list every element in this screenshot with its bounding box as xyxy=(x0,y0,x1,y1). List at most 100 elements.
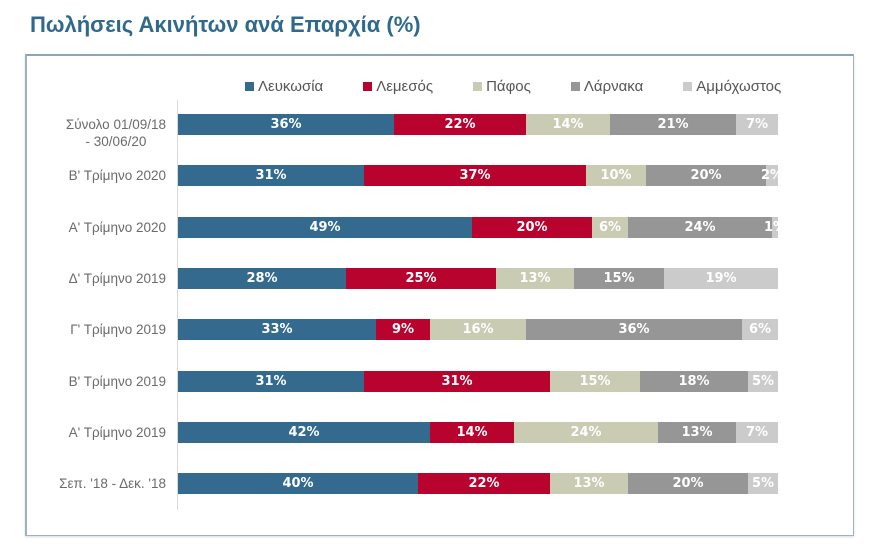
data-label: 20% xyxy=(672,476,704,492)
legend-label: Αμμόχωστος xyxy=(696,77,782,95)
data-label: 5% xyxy=(751,373,775,389)
bar-segment: 24% xyxy=(514,421,658,443)
bar-segment: 13% xyxy=(496,267,574,289)
bar-segment: 13% xyxy=(550,473,628,495)
data-label: 6% xyxy=(748,322,772,338)
category-axis-line xyxy=(177,100,178,510)
category-label: Α' Τρίμηνο 2020 xyxy=(68,219,166,235)
data-label: 6% xyxy=(598,219,622,235)
chart-legend: Λευκωσία Λεμεσός Πάφος Λάρνακα Αμμόχωστος xyxy=(245,76,781,96)
category-label: Α' Τρίμηνο 2019 xyxy=(68,424,166,440)
bar-segment: 31% xyxy=(364,370,550,392)
bar-segment: 24% xyxy=(628,216,772,238)
bar-segment: 19% xyxy=(664,267,778,289)
data-label: 24% xyxy=(684,219,716,235)
data-label: 49% xyxy=(309,219,341,235)
data-label: 21% xyxy=(657,117,689,132)
category-label: Δ' Τρίμηνο 2019 xyxy=(68,270,166,286)
bar-segment: 20% xyxy=(646,165,766,187)
bar-segment: 31% xyxy=(178,370,364,392)
data-label: 22% xyxy=(444,117,476,132)
bar-segment: 5% xyxy=(748,473,778,495)
data-label: 15% xyxy=(603,270,635,286)
data-label: 7% xyxy=(745,424,769,440)
legend-label: Λεμεσός xyxy=(376,77,434,95)
legend-item: Λευκωσία xyxy=(245,76,323,96)
data-label: 5% xyxy=(751,476,775,492)
bar-segment: 49% xyxy=(178,216,472,238)
data-label: 31% xyxy=(255,168,287,184)
data-label: 31% xyxy=(255,373,287,389)
chart-frame xyxy=(25,54,854,536)
data-label: 14% xyxy=(456,424,488,440)
bar-segment: 2% xyxy=(761,165,783,187)
data-label: 7% xyxy=(745,117,769,132)
bar-segment: 7% xyxy=(736,114,778,135)
bar-segment: 36% xyxy=(178,114,394,135)
data-label: 9% xyxy=(391,322,415,338)
bar-segment: 28% xyxy=(178,267,346,289)
bar-segment: 1% xyxy=(764,216,786,238)
category-label: Γ' Τρίμηνο 2019 xyxy=(70,322,166,338)
data-label: 36% xyxy=(270,117,302,132)
bar-segment: 18% xyxy=(640,370,748,392)
category-label: Β' Τρίμηνο 2019 xyxy=(68,373,166,389)
bar-segment: 20% xyxy=(628,473,748,495)
data-label: 22% xyxy=(468,476,500,492)
legend-swatch xyxy=(683,81,693,91)
bar-segment: 22% xyxy=(394,114,526,135)
data-label: 19% xyxy=(705,270,737,286)
data-label: 31% xyxy=(441,373,473,389)
data-label: 10% xyxy=(600,168,632,184)
bar-segment: 20% xyxy=(472,216,592,238)
bar-segment: 7% xyxy=(736,421,778,443)
data-label: 24% xyxy=(570,424,602,440)
bar-segment: 22% xyxy=(418,473,550,495)
bar-segment: 13% xyxy=(658,421,736,443)
legend-item: Αμμόχωστος xyxy=(683,76,781,96)
data-label: 13% xyxy=(681,424,713,440)
bar-segment: 33% xyxy=(178,319,376,341)
bar-segment: 14% xyxy=(430,421,514,443)
data-label: 28% xyxy=(246,270,278,286)
bar-segment: 15% xyxy=(574,267,664,289)
data-label: 14% xyxy=(552,117,584,132)
bar-segment: 25% xyxy=(346,267,496,289)
data-label: 13% xyxy=(573,476,605,492)
page-title: Πωλήσεις Ακινήτων ανά Επαρχία (%) xyxy=(30,12,421,37)
category-label: Β' Τρίμηνο 2020 xyxy=(68,168,166,184)
bar-segment: 42% xyxy=(178,421,430,443)
bar-segment: 6% xyxy=(592,216,628,238)
legend-item: Λάρνακα xyxy=(570,76,644,96)
bar-segment: 31% xyxy=(178,165,364,187)
bar-segment: 6% xyxy=(742,319,778,341)
data-label: 42% xyxy=(288,424,320,440)
legend-swatch xyxy=(363,81,373,91)
data-label: 16% xyxy=(462,322,494,338)
data-label: 36% xyxy=(618,322,650,338)
category-label: Σεπ. '18 - Δεκ. '18 xyxy=(59,476,166,492)
legend-swatch xyxy=(570,81,580,91)
bar-segment: 40% xyxy=(178,473,418,495)
category-label: Σύνολο 01/09/18 - 30/06/20 xyxy=(65,116,166,149)
legend-label: Λάρνακα xyxy=(583,77,644,95)
data-label: 1% xyxy=(763,219,787,235)
bar-segment: 10% xyxy=(586,165,646,187)
legend-item: Λεμεσός xyxy=(363,76,433,96)
bar-segment: 36% xyxy=(526,319,742,341)
legend-item: Πάφος xyxy=(473,76,531,96)
data-label: 20% xyxy=(690,168,722,184)
bar-segment: 14% xyxy=(526,114,610,135)
data-label: 33% xyxy=(261,322,293,338)
legend-label: Πάφος xyxy=(486,77,531,95)
data-label: 40% xyxy=(282,476,314,492)
bar-segment: 21% xyxy=(610,114,736,135)
bar-segment: 9% xyxy=(376,319,430,341)
data-label: 25% xyxy=(405,270,437,286)
bar-segment: 16% xyxy=(430,319,526,341)
data-label: 20% xyxy=(516,219,548,235)
bar-segment: 37% xyxy=(364,165,586,187)
legend-swatch xyxy=(245,81,254,91)
bar-segment: 5% xyxy=(748,370,778,392)
data-label: 15% xyxy=(579,373,611,389)
